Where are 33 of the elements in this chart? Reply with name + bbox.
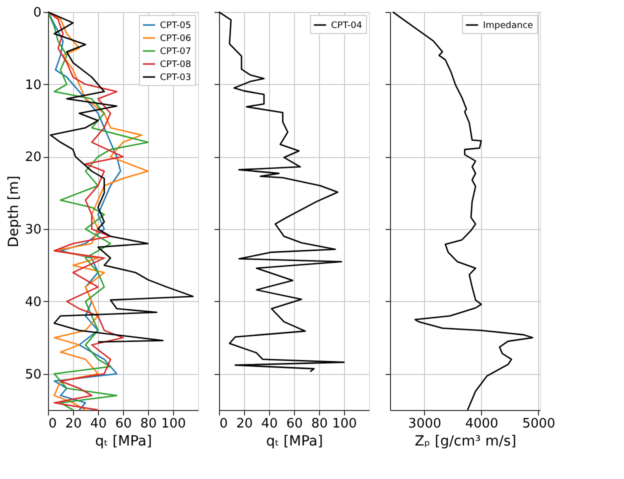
y-tick-label: 30 — [24, 222, 42, 238]
x-tick-label: 40 — [90, 416, 107, 432]
legend-label: CPT-05 — [160, 21, 192, 31]
x-axis-title: qₜ [MPa] — [266, 434, 323, 450]
x-tick-label: 4000 — [465, 416, 498, 432]
legend-label: CPT-04 — [331, 21, 362, 31]
x-tick-label: 80 — [140, 416, 157, 432]
x-tick-label: 80 — [311, 416, 328, 432]
x-tick-label: 0 — [48, 416, 57, 432]
y-tick-label: 40 — [24, 294, 42, 310]
x-tick-label: 100 — [332, 416, 357, 432]
x-tick-label: 0 — [220, 416, 228, 432]
x-tick-label: 5000 — [522, 416, 556, 432]
y-tick-label: 20 — [24, 150, 42, 166]
line-series — [47, 11, 194, 343]
x-tick-label: 20 — [65, 416, 82, 432]
x-tick-label: 20 — [236, 416, 253, 432]
x-axis-title: qₜ [MPa] — [95, 434, 152, 450]
y-tick-label: 10 — [24, 78, 42, 93]
y-axis-title: Depth [m] — [6, 176, 22, 248]
y-tick-label: 50 — [24, 367, 42, 382]
legend-label: Impedance — [483, 21, 534, 31]
x-tick-label: 3000 — [408, 416, 442, 432]
legend-label: CPT-03 — [160, 73, 192, 83]
x-tick-label: 40 — [261, 416, 278, 432]
legend-label: CPT-06 — [160, 34, 192, 44]
x-axis-title: Zₚ [g/cm³ m/s] — [414, 434, 516, 450]
y-tick-label: 0 — [33, 6, 42, 20]
x-tick-label: 100 — [161, 416, 186, 432]
x-tick-label: 60 — [286, 416, 303, 432]
legend-label: CPT-07 — [160, 47, 192, 57]
x-tick-label: 60 — [115, 416, 132, 432]
legend-label: CPT-08 — [160, 60, 192, 70]
